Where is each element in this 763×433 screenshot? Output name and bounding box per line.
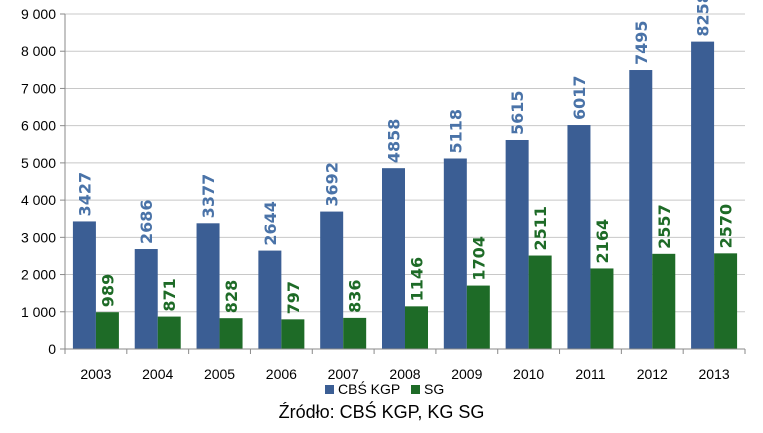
bar-cbs xyxy=(443,158,467,349)
bar-cbs xyxy=(382,168,405,349)
bar-cbs xyxy=(72,221,96,349)
data-label: 1146 xyxy=(408,257,427,302)
data-label: 828 xyxy=(222,280,241,313)
legend: CBŚ KGP SG xyxy=(325,380,444,397)
y-tick-label: 4 000 xyxy=(21,192,56,208)
x-tick-label: 2007 xyxy=(328,366,359,382)
bar-sg xyxy=(405,306,428,349)
data-label: 7495 xyxy=(632,20,651,65)
bar-sg xyxy=(466,285,490,349)
x-tick-label: 2013 xyxy=(699,366,730,382)
x-tick-label: 2011 xyxy=(575,366,605,382)
bar-sg xyxy=(714,253,738,349)
x-tick-label: 2003 xyxy=(80,366,111,382)
bar-cbs xyxy=(691,41,715,349)
bar-cbs xyxy=(629,70,653,350)
bar-chart: 0 1 000 2 000 3 000 4 000 5 000 6 000 7 000 8 00… xyxy=(21,0,746,397)
data-label: 2686 xyxy=(137,199,156,244)
bar-cbs xyxy=(258,250,282,349)
data-label: 3692 xyxy=(323,162,342,207)
data-label: 6017 xyxy=(570,76,589,121)
data-label: 2557 xyxy=(655,204,674,249)
y-tick-label: 5 000 xyxy=(21,155,56,171)
data-label: 3427 xyxy=(75,172,94,217)
y-tick-label: 2 000 xyxy=(21,267,56,283)
bar-sg xyxy=(528,255,552,349)
x-tick-label: 2012 xyxy=(637,366,668,382)
bar-sg xyxy=(281,319,305,349)
bar-sg xyxy=(343,317,367,349)
y-tick-label: 0 xyxy=(48,341,56,357)
data-label: 2511 xyxy=(531,206,550,251)
axes xyxy=(64,14,746,354)
bar-sg xyxy=(219,318,243,349)
x-tick-label: 2010 xyxy=(513,366,544,382)
x-tick-label: 2005 xyxy=(204,366,235,382)
data-label: 2570 xyxy=(717,204,736,249)
legend-swatch xyxy=(325,385,334,394)
data-label: 836 xyxy=(346,279,365,312)
bar-sg xyxy=(95,312,119,349)
bar-cbs xyxy=(505,139,529,349)
x-tick-label: 2006 xyxy=(266,366,297,382)
source-caption: Źródło: CBŚ KGP, KG SG xyxy=(278,402,485,422)
gridlines xyxy=(65,13,745,313)
data-label: 5118 xyxy=(446,109,465,154)
data-label: 3377 xyxy=(199,174,218,219)
bar-cbs xyxy=(567,125,591,349)
legend-label: SG xyxy=(424,381,444,397)
y-axis-ticks: 0 1 000 2 000 3 000 4 000 5 000 6 000 7 000 8 00… xyxy=(21,6,65,357)
data-label: 4858 xyxy=(385,119,404,164)
bar-sg xyxy=(590,268,614,349)
data-label: 871 xyxy=(160,278,179,311)
bar-cbs xyxy=(134,249,158,349)
y-tick-label: 3 000 xyxy=(21,229,56,245)
data-labels: 3427 2686 3377 2644 3692 4858 5118 5615 6017 7495… xyxy=(75,0,735,314)
legend-label: CBŚ KGP xyxy=(338,380,400,397)
x-tick-label: 2008 xyxy=(389,366,420,382)
data-label: 797 xyxy=(284,281,303,314)
data-label: 2644 xyxy=(261,201,280,246)
y-tick-label: 6 000 xyxy=(21,118,56,134)
y-tick-label: 1 000 xyxy=(21,304,56,320)
bar-sg xyxy=(652,253,676,349)
y-tick-label: 8 000 xyxy=(21,43,56,59)
data-label: 989 xyxy=(98,274,117,307)
y-tick-label: 7 000 xyxy=(21,80,56,96)
x-tick-label: 2004 xyxy=(142,366,173,382)
data-label: 8258 xyxy=(694,0,713,37)
data-label: 5615 xyxy=(508,90,527,135)
bar-cbs xyxy=(196,223,220,349)
bar-cbs xyxy=(320,211,344,349)
x-axis-ticks: 2003 2004 2005 2006 2007 2008 2009 2010 2011 2012… xyxy=(80,366,730,382)
data-label: 2164 xyxy=(593,219,612,264)
data-label: 1704 xyxy=(469,236,488,281)
y-tick-label: 9 000 xyxy=(21,6,56,22)
bar-sg xyxy=(157,316,181,349)
bars xyxy=(72,41,738,350)
legend-swatch xyxy=(411,385,420,394)
x-tick-label: 2009 xyxy=(451,366,482,382)
